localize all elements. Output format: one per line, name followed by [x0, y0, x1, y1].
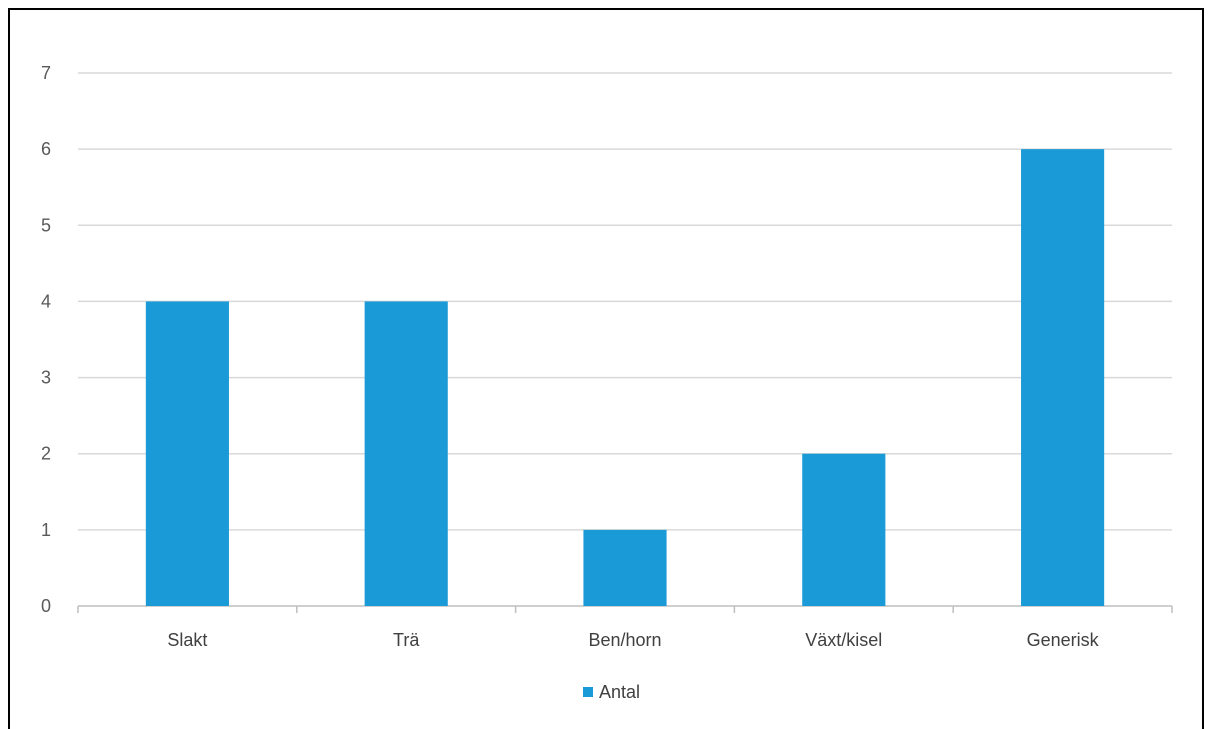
bar-slakt [145, 301, 229, 606]
legend-swatch-antal [583, 687, 593, 697]
x-category-label-generisk: Generisk [1027, 630, 1100, 650]
y-tick-label-6: 6 [41, 139, 51, 159]
bar-trä [364, 301, 448, 606]
x-axis [77, 605, 1173, 613]
y-axis-tick-labels: 0 1 2 3 4 5 6 7 [41, 63, 51, 616]
x-category-label-trä: Trä [393, 630, 420, 650]
bars [145, 149, 1105, 606]
y-tick-label-2: 2 [41, 444, 51, 464]
bar-ben-horn [583, 529, 667, 606]
y-tick-label-1: 1 [41, 520, 51, 540]
legend: Antal [583, 682, 640, 702]
bar-växt-kisel [802, 453, 886, 606]
bar-generisk [1021, 149, 1105, 606]
y-tick-label-5: 5 [41, 215, 51, 235]
x-axis-category-labels: Slakt Trä Ben/horn Växt/kisel Generisk [167, 630, 1099, 650]
x-category-label-ben-horn: Ben/horn [588, 630, 661, 650]
y-tick-label-7: 7 [41, 63, 51, 83]
y-tick-label-0: 0 [41, 596, 51, 616]
y-tick-label-3: 3 [41, 368, 51, 388]
x-category-label-växt-kisel: Växt/kisel [805, 630, 882, 650]
gridlines [78, 72, 1172, 531]
x-category-label-slakt: Slakt [167, 630, 207, 650]
legend-label-antal: Antal [599, 682, 640, 702]
y-tick-label-4: 4 [41, 291, 51, 311]
